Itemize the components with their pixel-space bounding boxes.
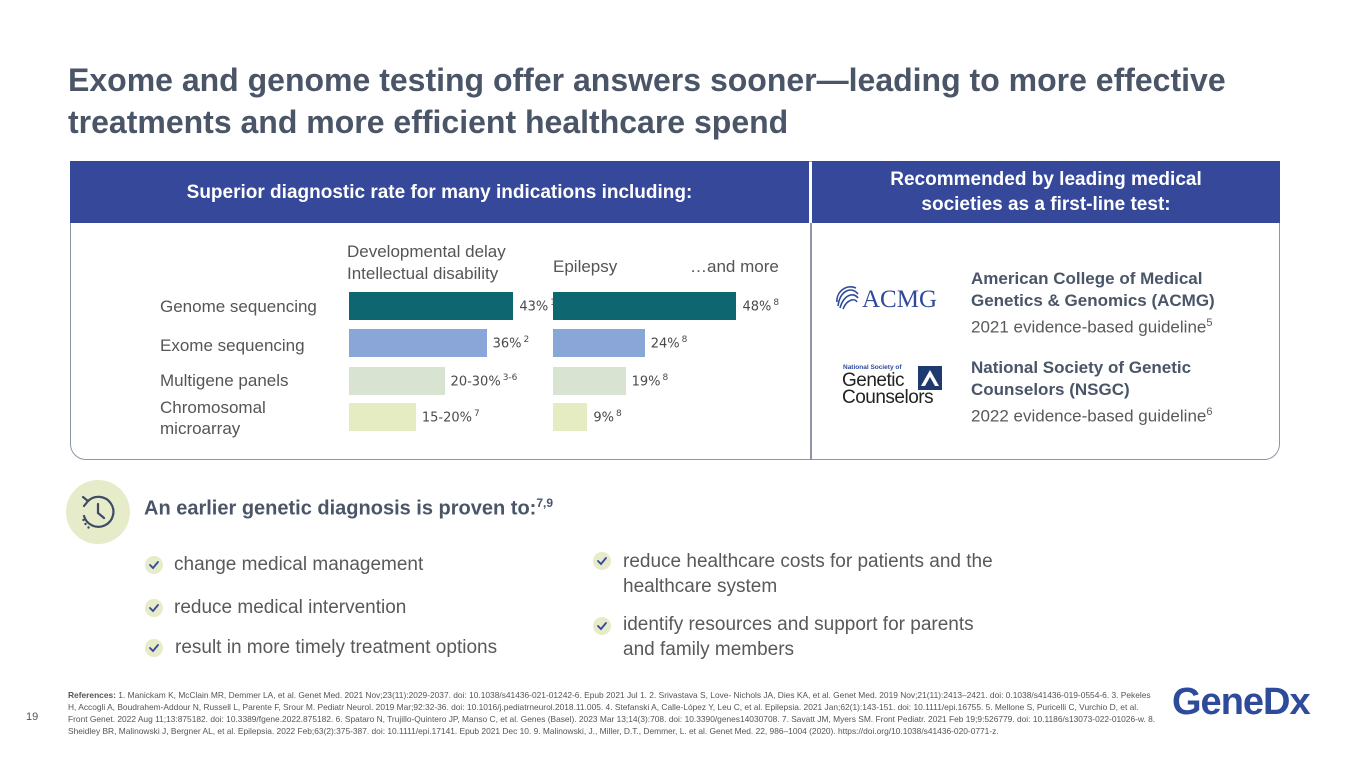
acmg-logo: ACMG: [834, 280, 946, 314]
nsgc-logo-mark: [918, 366, 942, 390]
row-label-genome: Genome sequencing: [160, 297, 317, 316]
references: References: 1. Manickam K, McClain MR, D…: [68, 689, 1158, 737]
references-label: References:: [68, 690, 116, 700]
check-icon: [145, 598, 163, 617]
bullet-right-1-text: reduce healthcare costs for patients and…: [623, 549, 993, 599]
bullet-right-1-line1: reduce healthcare costs for patients and…: [623, 551, 993, 572]
row-label-cma-line1: Chromosomal: [160, 398, 266, 417]
check-icon: [593, 552, 611, 570]
bullet-right-2-line2: and family members: [623, 639, 795, 660]
org-nsgc-name-2: Counselors (NSGC): [971, 380, 1130, 399]
check-icon: [145, 555, 163, 574]
recommendation-header-text: Recommended by leading medical societies…: [890, 169, 1202, 215]
benefits-heading: An earlier genetic diagnosis is proven t…: [144, 496, 553, 521]
clock-icon: [66, 480, 130, 544]
nsgc-logo-line1: Genetic: [842, 370, 904, 391]
panel-divider: [810, 223, 812, 460]
genedx-logo-text: GeneDx: [1172, 681, 1310, 723]
col-heading-id: Intellectual disability: [347, 264, 499, 283]
acmg-logo-graphic: ACMG: [836, 286, 937, 313]
clock-icon-graphic: [81, 495, 115, 529]
page-number: 19: [26, 711, 39, 723]
check-icon: [593, 617, 611, 635]
org-acmg-ref: 5: [1206, 317, 1213, 329]
org-nsgc-name-1: National Society of Genetic: [971, 358, 1192, 377]
bullet-left-2: reduce medical intervention: [145, 595, 406, 620]
col-heading-dd: Developmental delay: [347, 242, 506, 261]
row-label-cma: Chromosomal microarray: [160, 397, 266, 439]
col-heading-more: …and more: [690, 257, 779, 276]
org-nsgc-desc: 2022 evidence-based guideline: [971, 406, 1207, 426]
org-acmg-name-2: Genetics & Genomics (ACMG): [971, 291, 1215, 310]
bullet-right-2-text: identify resources and support for paren…: [623, 612, 974, 662]
page-title: Exome and genome testing offer answers s…: [68, 62, 1226, 140]
org-acmg-name-1: American College of Medical: [971, 269, 1203, 288]
benefits-heading-ref: 7,9: [536, 496, 554, 510]
nsgc-logo-small: National Society of: [843, 364, 902, 371]
nsgc-logo-line2: Counselors: [842, 387, 934, 408]
nsgc-logo: National Society of Genetic Counselors: [842, 364, 946, 414]
bullet-left-3-text: result in more timely treatment options: [175, 637, 498, 658]
col-heading-dd-id: Developmental delay Intellectual disabil…: [347, 241, 506, 285]
bullet-right-1: reduce healthcare costs for patients and…: [593, 549, 993, 599]
recommendation-header: Recommended by leading medical societies…: [812, 161, 1280, 223]
row-label-panels: Multigene panels: [160, 371, 289, 390]
org-acmg-desc: 2021 evidence-based guideline: [971, 317, 1207, 337]
bullet-left-3: result in more timely treatment options: [145, 635, 497, 660]
org-nsgc-desc-line: 2022 evidence-based guideline6: [971, 401, 1212, 428]
row-label-cma-line2: microarray: [160, 419, 241, 438]
org-nsgc-ref: 6: [1206, 406, 1213, 418]
references-text: 1. Manickam K, McClain MR, Demmer LA, et…: [68, 690, 1156, 736]
bullet-right-2: identify resources and support for paren…: [593, 612, 974, 662]
nsgc-logo-text: Genetic Counselors: [842, 370, 934, 408]
bullet-left-1-text: change medical management: [174, 554, 424, 575]
bullet-left-2-text: reduce medical intervention: [174, 597, 407, 618]
bullet-left-1: change medical management: [145, 552, 423, 577]
bullet-right-2-line1: identify resources and support for paren…: [623, 614, 974, 635]
benefits-heading-text: An earlier genetic diagnosis is proven t…: [144, 497, 537, 520]
genedx-logo: GeneDx: [1172, 680, 1322, 726]
org-acmg: American College of Medical Genetics & G…: [971, 268, 1215, 339]
org-acmg-desc-line: 2021 evidence-based guideline5: [971, 312, 1215, 339]
check-icon: [145, 638, 163, 657]
row-label-exome: Exome sequencing: [160, 336, 305, 355]
genedx-logo-graphic: GeneDx: [1172, 681, 1311, 723]
org-nsgc: National Society of Genetic Counselors (…: [971, 357, 1212, 428]
acmg-logo-text: ACMG: [862, 286, 937, 313]
col-heading-epilepsy: Epilepsy: [553, 257, 618, 276]
diagnostic-rate-header: Superior diagnostic rate for many indica…: [70, 161, 809, 223]
bullet-right-1-line2: healthcare system: [623, 576, 778, 597]
